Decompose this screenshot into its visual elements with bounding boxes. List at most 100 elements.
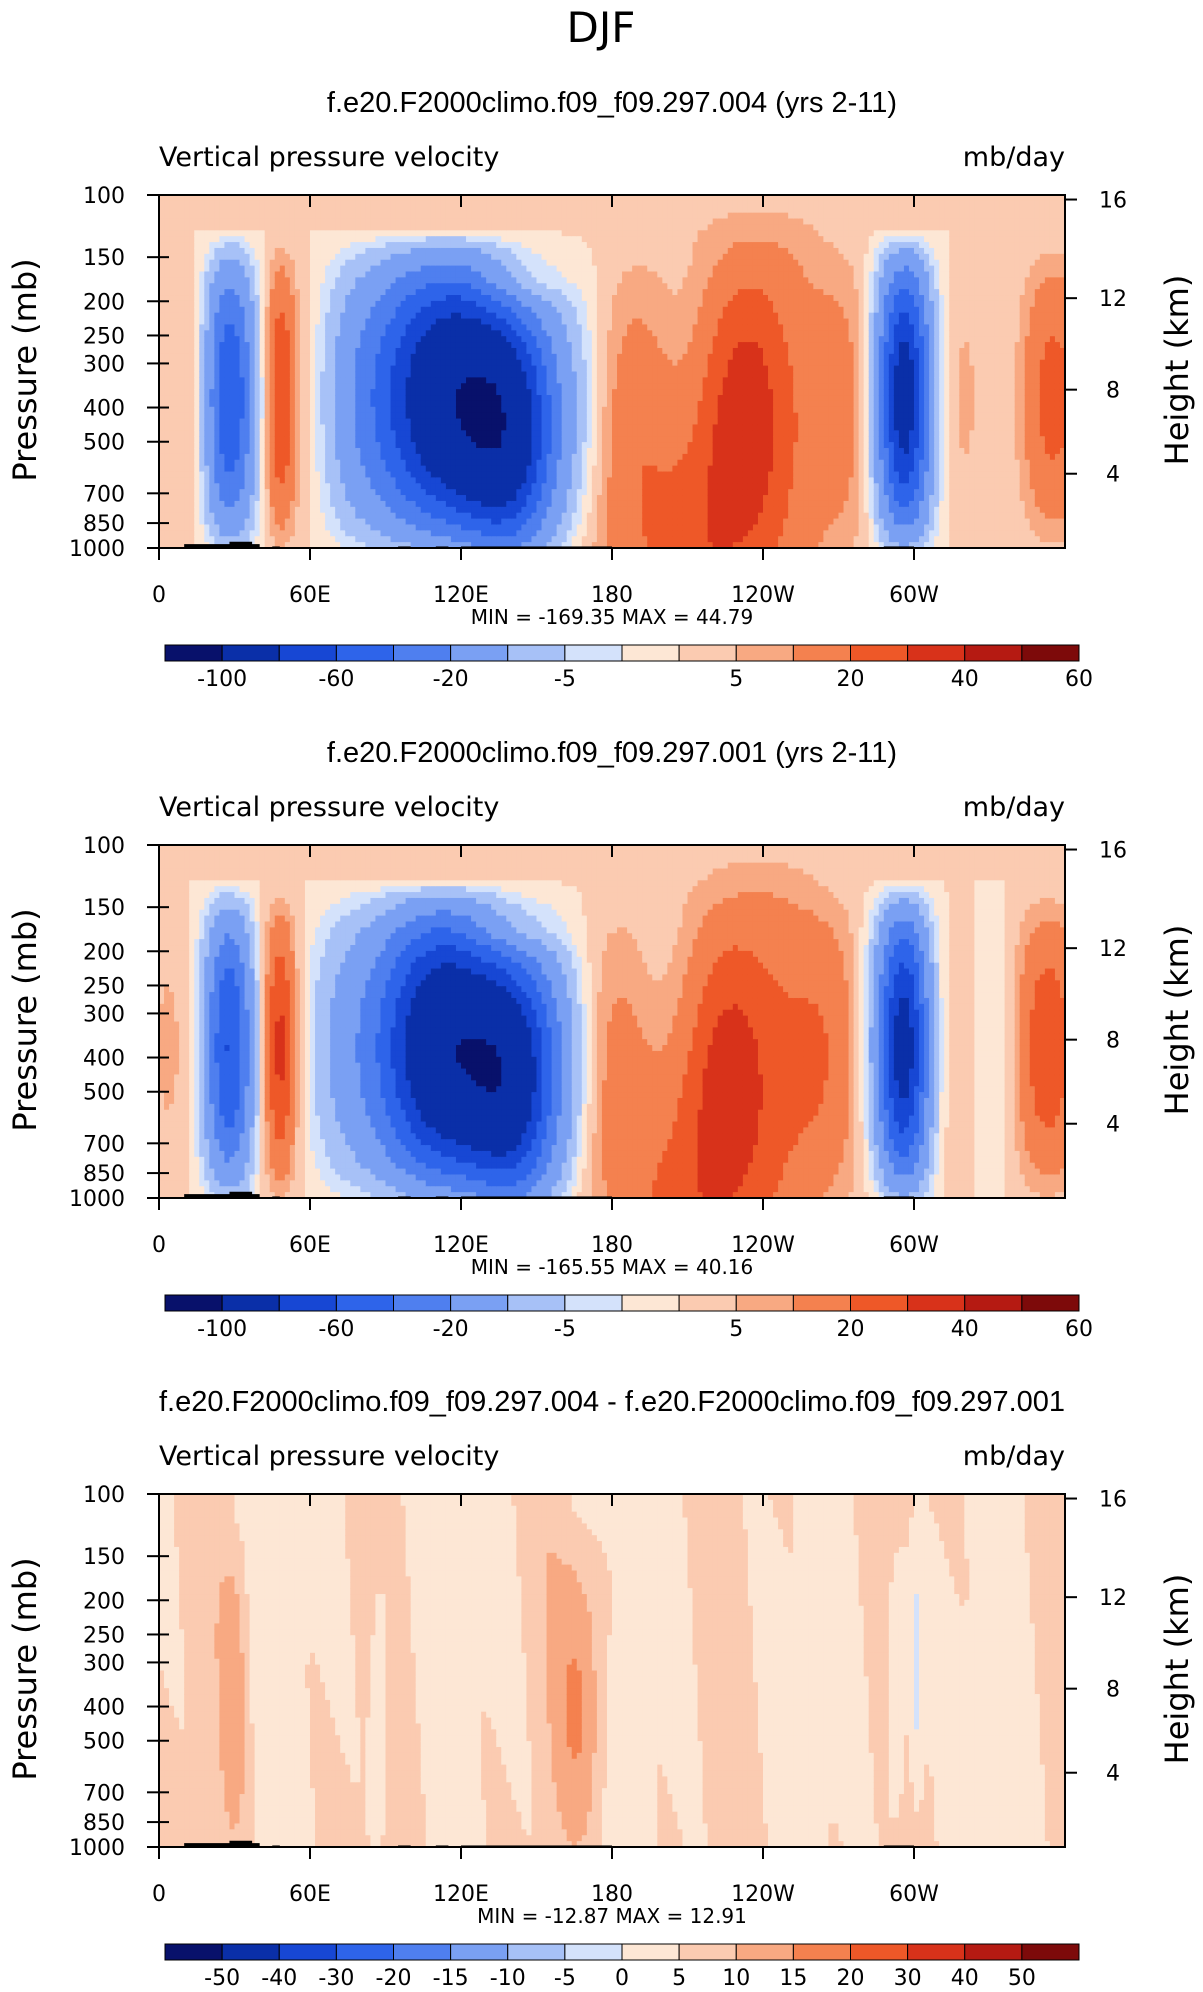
heatmap-cell <box>289 477 296 484</box>
heatmap-cell <box>194 418 200 426</box>
heatmap-cell <box>390 259 397 267</box>
heatmap-cell <box>229 483 236 490</box>
heatmap-cell <box>455 395 462 402</box>
heatmap-cell <box>179 271 185 278</box>
heatmap-cell <box>496 500 502 508</box>
heatmap-cell <box>380 389 387 396</box>
heatmap-cell <box>239 389 246 396</box>
heatmap-cell <box>269 536 276 543</box>
heatmap-cell <box>199 377 205 384</box>
heatmap-cell <box>521 347 528 355</box>
heatmap-cell <box>335 465 341 473</box>
heatmap-cell <box>350 336 356 343</box>
heatmap-cell <box>461 236 467 243</box>
heatmap-cell <box>551 336 558 343</box>
heatmap-cell <box>259 212 266 220</box>
heatmap-cell <box>556 200 563 208</box>
heatmap-cell <box>571 200 578 208</box>
heatmap-cell <box>345 459 351 467</box>
heatmap-cell <box>571 377 578 384</box>
heatmap-cell <box>330 471 336 478</box>
heatmap-cell <box>199 536 205 543</box>
heatmap-cell <box>289 483 296 490</box>
heatmap-cell <box>269 506 276 514</box>
heatmap-cell <box>461 542 467 549</box>
heatmap-cell <box>420 442 427 449</box>
heatmap-cell <box>450 289 457 296</box>
heatmap-cell <box>471 536 477 543</box>
heatmap-cell <box>400 495 407 502</box>
heatmap-cell <box>294 300 301 308</box>
heatmap-cell <box>390 242 397 249</box>
heatmap-cell <box>445 377 452 384</box>
heatmap-cell <box>279 200 286 208</box>
heatmap-cell <box>546 253 553 261</box>
heatmap-cell <box>541 230 548 237</box>
heatmap-cell <box>496 312 502 320</box>
heatmap-cell <box>571 247 578 255</box>
heatmap-cell <box>294 342 301 349</box>
heatmap-cell <box>370 206 377 214</box>
heatmap-cell <box>244 247 251 255</box>
heatmap-cell <box>159 465 165 473</box>
heatmap-cell <box>179 412 185 420</box>
heatmap-cell <box>521 195 528 202</box>
heatmap-cell <box>450 365 457 373</box>
heatmap-cell <box>511 477 517 484</box>
heatmap-cell <box>219 465 226 473</box>
heatmap-cell <box>546 259 553 267</box>
heatmap-cell <box>471 500 477 508</box>
heatmap-cell <box>330 359 336 367</box>
heatmap-cell <box>425 453 432 461</box>
heatmap-cell <box>325 395 331 402</box>
heatmap-cell <box>254 495 261 502</box>
heatmap-cell <box>254 242 261 249</box>
heatmap-cell <box>561 224 568 231</box>
heatmap-cell <box>430 377 437 384</box>
heatmap-cell <box>355 283 361 290</box>
heatmap-cell <box>531 430 538 437</box>
heatmap-cell <box>531 306 538 314</box>
heatmap-cell <box>516 200 522 208</box>
heatmap-cell <box>269 300 276 308</box>
heatmap-cell <box>556 236 563 243</box>
heatmap-cell <box>541 459 548 467</box>
heatmap-cell <box>224 459 231 467</box>
heatmap-cell <box>229 306 236 314</box>
heatmap-cell <box>345 312 351 320</box>
heatmap-cell <box>375 289 382 296</box>
heatmap-cell <box>541 289 548 296</box>
heatmap-cell <box>184 342 190 349</box>
heatmap-cell <box>526 295 533 302</box>
heatmap-cell <box>229 195 236 202</box>
heatmap-cell <box>375 277 382 284</box>
heatmap-cell <box>566 224 573 231</box>
heatmap-cell <box>365 400 371 408</box>
heatmap-cell <box>249 312 256 320</box>
heatmap-cell <box>516 489 522 496</box>
heatmap-cell <box>435 395 442 402</box>
heatmap-cell <box>541 500 548 508</box>
heatmap-cell <box>450 212 457 220</box>
heatmap-cell <box>244 289 251 296</box>
heatmap-cell <box>375 330 382 337</box>
heatmap-cell <box>239 406 246 414</box>
heatmap-cell <box>546 283 553 290</box>
heatmap-cell <box>551 306 558 314</box>
heatmap-cell <box>164 389 170 396</box>
heatmap-cell <box>471 377 477 384</box>
heatmap-cell <box>415 536 422 543</box>
heatmap-cell <box>440 371 447 378</box>
heatmap-cell <box>194 277 200 284</box>
heatmap-cell <box>400 283 407 290</box>
heatmap-cell <box>425 442 432 449</box>
heatmap-cell <box>244 406 251 414</box>
heatmap-cell <box>239 271 246 278</box>
heatmap-cell <box>385 218 392 226</box>
heatmap-cell <box>174 500 180 508</box>
heatmap-cell <box>531 195 538 202</box>
heatmap-cell <box>355 300 361 308</box>
heatmap-cell <box>471 259 477 267</box>
heatmap-cell <box>481 218 487 226</box>
heatmap-cell <box>541 218 548 226</box>
